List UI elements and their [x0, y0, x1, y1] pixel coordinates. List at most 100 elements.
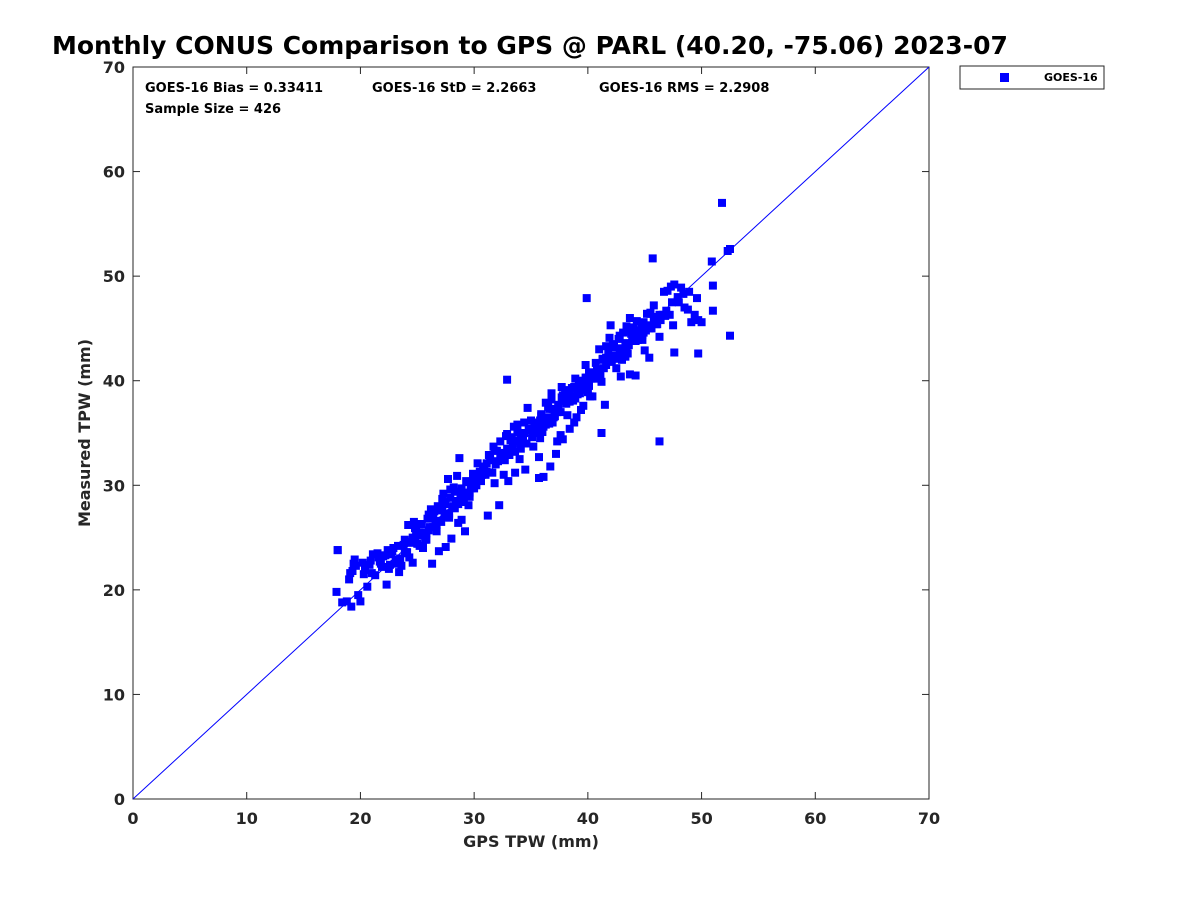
data-point: [465, 488, 474, 497]
data-point: [458, 491, 467, 500]
data-point: [589, 374, 598, 383]
x-tick-label: 30: [463, 809, 485, 828]
data-point: [639, 318, 648, 327]
data-point: [338, 598, 347, 607]
data-point: [453, 471, 462, 480]
data-point: [532, 426, 541, 435]
data-point: [649, 301, 658, 310]
data-point: [708, 306, 717, 315]
data-point: [527, 416, 535, 425]
data-point: [685, 287, 694, 296]
data-point: [494, 457, 502, 466]
data-point: [473, 476, 482, 485]
data-point: [405, 553, 414, 562]
data-point: [350, 555, 359, 564]
data-point: [348, 567, 357, 575]
data-point: [638, 330, 647, 339]
data-point: [333, 546, 342, 555]
data-point: [332, 587, 341, 596]
data-point: [546, 462, 555, 471]
data-point: [496, 453, 505, 462]
data-point: [602, 361, 611, 369]
data-point: [498, 448, 507, 457]
y-tick-label: 50: [103, 267, 125, 286]
chart-title: Monthly CONUS Comparison to GPS @ PARL (…: [52, 31, 1008, 60]
data-points: [332, 198, 734, 611]
data-point: [726, 245, 734, 253]
data-point: [490, 446, 499, 455]
data-point: [565, 424, 574, 433]
data-point: [396, 554, 405, 563]
data-point: [694, 349, 703, 358]
data-point: [552, 449, 560, 458]
data-point: [649, 316, 658, 325]
data-point: [674, 298, 683, 307]
data-point: [444, 475, 452, 483]
data-point: [607, 355, 616, 364]
data-point: [575, 386, 584, 395]
data-point: [451, 497, 460, 505]
data-point: [539, 472, 548, 481]
data-point: [585, 381, 593, 390]
data-point: [515, 455, 524, 464]
data-point: [670, 280, 679, 289]
data-point: [361, 566, 369, 574]
data-point: [450, 504, 459, 513]
data-point: [450, 487, 459, 496]
data-point: [408, 533, 417, 542]
data-point: [547, 389, 556, 398]
data-point: [489, 442, 498, 451]
data-point: [595, 366, 604, 375]
data-point: [347, 602, 356, 611]
data-point: [428, 559, 437, 568]
data-point: [602, 342, 611, 351]
data-point: [558, 435, 567, 444]
data-point: [461, 527, 469, 536]
data-point: [597, 429, 606, 437]
data-point: [697, 318, 706, 327]
data-point: [644, 321, 653, 330]
data-point: [368, 550, 377, 559]
data-point: [399, 540, 408, 549]
y-tick-label: 40: [103, 372, 125, 391]
data-point: [374, 553, 383, 562]
data-point: [440, 498, 449, 506]
data-point: [581, 361, 590, 369]
data-point: [567, 394, 576, 403]
data-point: [632, 331, 641, 340]
data-point: [378, 562, 386, 571]
data-point: [439, 489, 448, 498]
data-point: [623, 349, 632, 358]
y-axis: 0 10 20 30 40 50 60 70: [103, 58, 929, 809]
data-point: [625, 314, 634, 322]
data-point: [351, 561, 360, 570]
data-point: [387, 550, 396, 559]
data-point: [564, 386, 573, 395]
data-point: [504, 477, 513, 486]
data-point: [505, 451, 514, 459]
data-point: [513, 420, 522, 429]
data-point: [417, 520, 426, 528]
axes-box: [132, 66, 930, 800]
data-point: [520, 418, 529, 427]
data-point: [574, 376, 583, 385]
data-point: [668, 298, 676, 307]
data-point: [655, 437, 664, 446]
data-point: [411, 537, 419, 546]
data-point: [408, 558, 417, 567]
data-point: [397, 561, 406, 570]
data-point: [679, 289, 688, 298]
data-point: [499, 470, 508, 479]
data-point: [484, 451, 493, 459]
data-point: [557, 393, 566, 402]
data-point: [401, 548, 410, 557]
data-point: [481, 470, 490, 479]
std-stat: GOES-16 StD = 2.2663: [372, 81, 536, 96]
data-point: [502, 432, 510, 441]
data-point: [422, 529, 431, 538]
data-point: [549, 413, 558, 422]
data-point: [447, 534, 456, 543]
data-point: [486, 456, 495, 465]
data-point: [363, 582, 372, 591]
data-point: [467, 480, 476, 489]
